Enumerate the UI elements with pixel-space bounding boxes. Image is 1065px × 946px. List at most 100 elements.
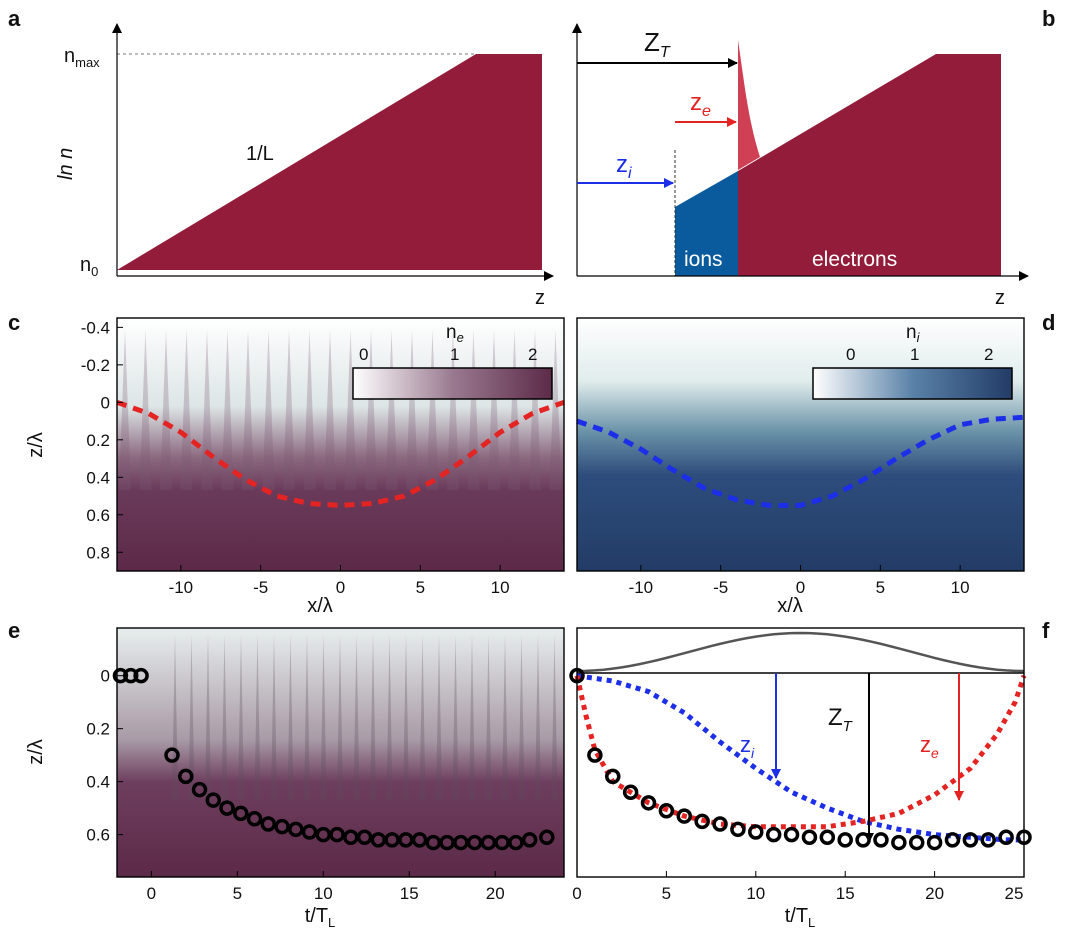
filament [406, 330, 418, 490]
data-point [219, 800, 235, 816]
x-tick-label: 0 [796, 578, 805, 597]
panel-label-f: f [1042, 618, 1050, 643]
electron-spike [738, 40, 760, 172]
data-point [260, 816, 277, 832]
surface-curve [116, 399, 565, 508]
panel-a: nmax n0 1/L ln n z [55, 23, 554, 309]
data-point [466, 834, 483, 851]
panel-b: ZT ze zi ions electrons z [572, 23, 1029, 309]
panel-e: 0 0.2 0.4 0.6 0 5 10 15 20 t/TL z/λ [25, 627, 565, 930]
filament [386, 634, 393, 800]
x-axis-label: x/λ [307, 595, 333, 617]
panel-f: zi ZT ze 0 5 10 15 20 25 t/TL [569, 627, 1032, 930]
data-point [301, 824, 318, 840]
x-tick-label: 0 [572, 884, 581, 903]
filament [242, 330, 254, 490]
data-point [370, 832, 387, 848]
x-tick-label: 5 [662, 884, 671, 903]
data-point [288, 821, 304, 838]
filament [529, 330, 541, 490]
filament [287, 634, 294, 800]
density-map [577, 318, 1024, 571]
x-tick-label: 25 [1005, 884, 1024, 903]
filament [508, 330, 521, 490]
ze-series [574, 674, 1027, 830]
data-point [837, 832, 853, 848]
x-axis-label: z [995, 287, 1005, 309]
filament [344, 330, 357, 490]
x-tick-label: 20 [925, 884, 944, 903]
filament [221, 634, 228, 800]
filament [551, 634, 558, 800]
x-tick-label: 10 [314, 884, 333, 903]
panel-label-d: d [1042, 310, 1055, 335]
data-point [133, 667, 149, 684]
x-tick-label: 5 [876, 578, 885, 597]
data-point [191, 781, 208, 798]
data-point [274, 818, 290, 835]
data-point [908, 834, 925, 851]
data-point [480, 834, 497, 851]
y-axis-label: z/λ [25, 432, 47, 458]
filament [353, 634, 360, 800]
cbar-label: ni [906, 322, 921, 345]
electrons-label: electrons [812, 248, 897, 271]
x-tick-label: 5 [233, 884, 242, 903]
filament [188, 634, 195, 800]
ZT-label: ZT [644, 27, 671, 61]
colorbar [352, 367, 553, 400]
filament [436, 634, 442, 800]
y-tick-label: 0.6 [86, 826, 110, 845]
surface-curve [576, 414, 1025, 508]
data-point [439, 834, 455, 851]
filament [370, 634, 376, 800]
data-point [640, 795, 657, 811]
ze-label: ze [690, 89, 711, 120]
frame [576, 627, 1025, 878]
data-point [926, 834, 943, 851]
data-point [398, 832, 414, 848]
data-point [712, 816, 728, 832]
slope-label: 1/L [246, 143, 274, 165]
cbar-tick-0: 0 [846, 345, 855, 364]
cbar-tick-0: 0 [359, 345, 368, 364]
zi-label: zi [616, 151, 632, 182]
colorbar [812, 367, 1013, 400]
filament [283, 330, 295, 490]
filament [180, 330, 193, 490]
y-tick-label: 0.6 [86, 506, 110, 525]
y-axis-label: ln n [55, 148, 77, 180]
filament [467, 330, 480, 490]
y-tick-label: -0.4 [81, 318, 110, 337]
ze-label: ze [920, 732, 939, 761]
x-tick-label: 10 [746, 884, 765, 903]
data-point [765, 826, 782, 843]
x-tick-label: -10 [629, 578, 654, 597]
cbar-tick-2: 2 [984, 345, 993, 364]
filament [320, 634, 327, 800]
filament [452, 634, 459, 800]
laser-pulse [576, 631, 1025, 673]
data-point [164, 747, 180, 763]
data-point [178, 768, 194, 785]
data-point [356, 829, 373, 846]
filament [469, 634, 475, 800]
markers [112, 667, 555, 851]
data-point [730, 821, 746, 838]
zi-series [576, 673, 1024, 843]
data-point [998, 829, 1014, 846]
data-point [246, 810, 263, 827]
filament [160, 330, 172, 490]
electron-filaments [172, 634, 558, 800]
cbar-label: ne [446, 322, 464, 345]
x-tick-label: 15 [836, 884, 855, 903]
x-axis-label: t/TL [305, 905, 336, 930]
x-tick-label: -5 [253, 578, 268, 597]
cbar-tick-1: 1 [910, 345, 919, 364]
data-point [783, 826, 800, 843]
x-tick-label: 20 [486, 884, 505, 903]
data-point [411, 832, 428, 848]
x-tick-label: -5 [713, 578, 728, 597]
x-axis-label: t/TL [785, 905, 816, 930]
